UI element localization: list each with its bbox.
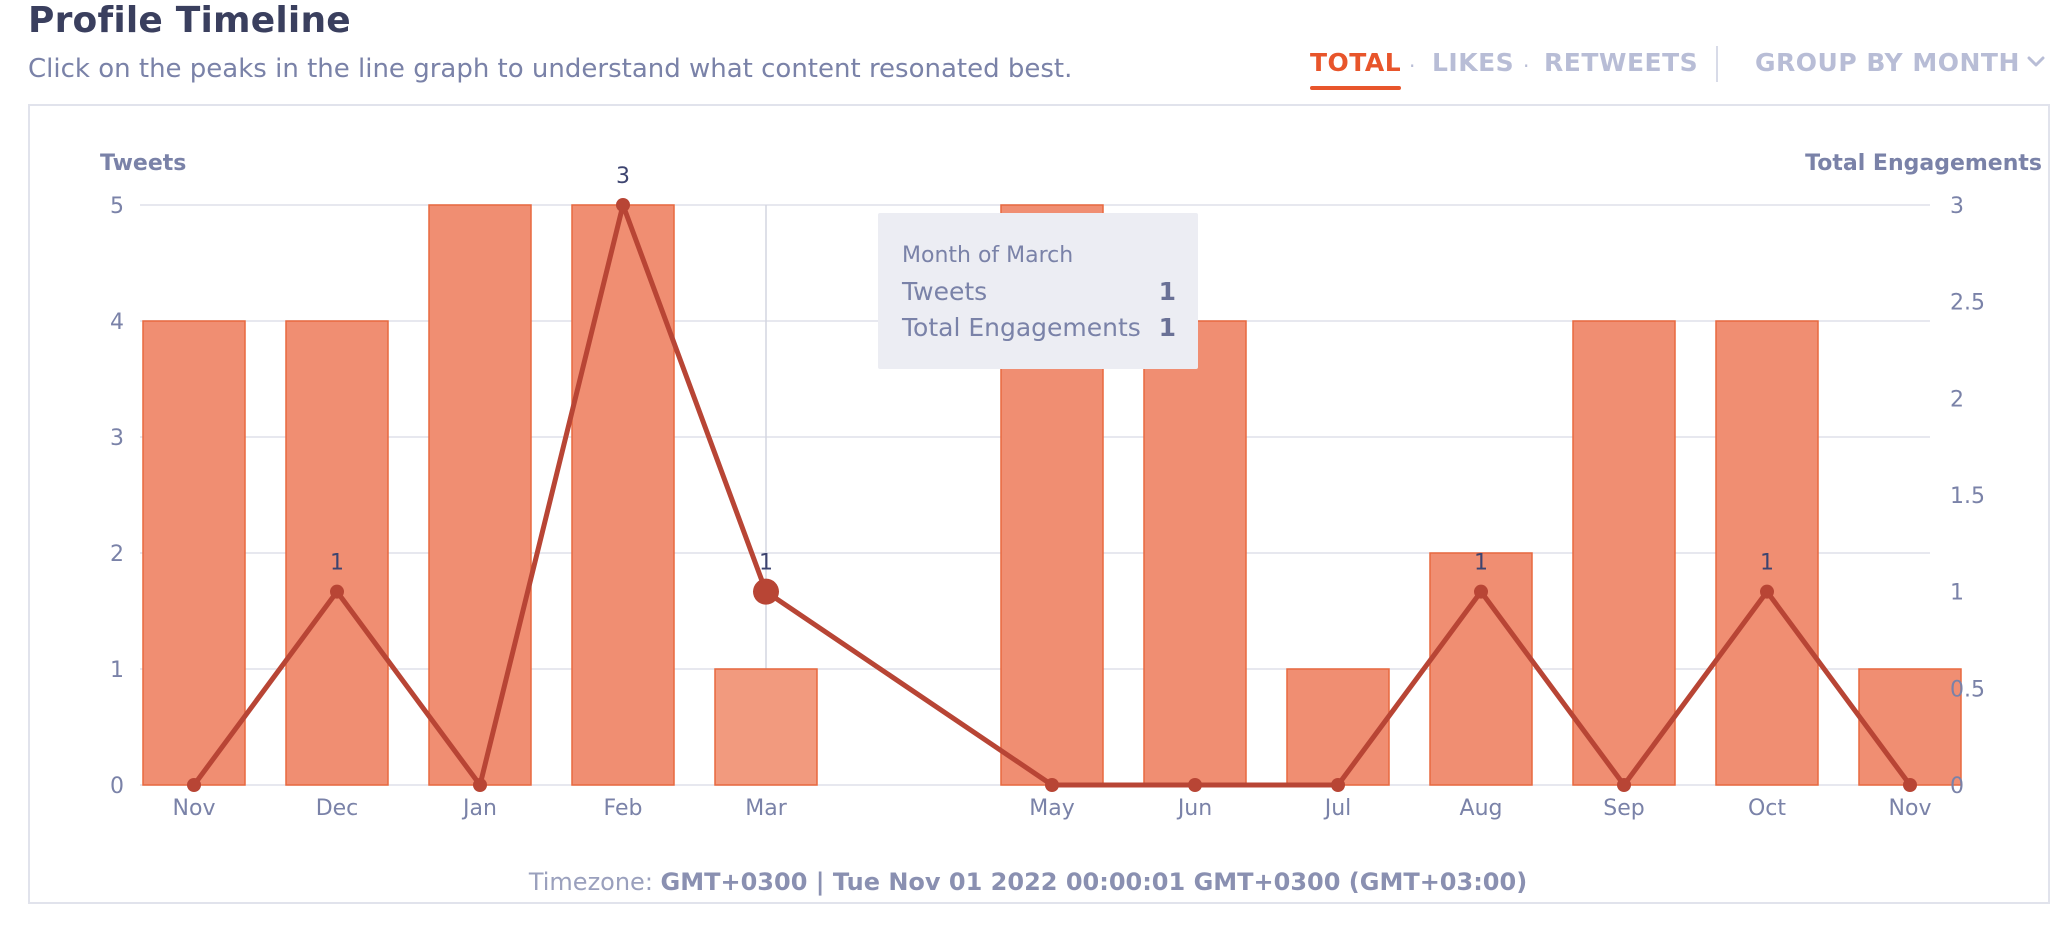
toolbar-divider xyxy=(1716,46,1718,82)
engagement-point xyxy=(1903,778,1917,792)
tab-total-label: TOTAL xyxy=(1310,48,1402,77)
y-right-tick-label: 3 xyxy=(1950,194,1964,219)
chart-container xyxy=(28,104,2050,904)
metric-toolbar: TOTAL · LIKES · RETWEETS GROUP BY MONTH xyxy=(1300,46,2056,90)
engagement-point xyxy=(1331,778,1345,792)
engagement-point xyxy=(330,584,344,599)
group-by-dropdown[interactable]: GROUP BY MONTH xyxy=(1755,48,2020,77)
x-tick-label: Jun xyxy=(1176,796,1212,821)
y-left-tick-label: 1 xyxy=(110,658,124,683)
data-label: 1 xyxy=(759,551,773,576)
tooltip-title: Month of March xyxy=(902,243,1074,268)
engagement-series-line xyxy=(191,202,1913,788)
data-label: 1 xyxy=(330,551,344,576)
tooltip-label: Tweets xyxy=(902,277,988,306)
engagement-point xyxy=(1760,584,1774,599)
x-tick-label: Nov xyxy=(1889,796,1932,821)
y-left-tick-label: 0 xyxy=(110,774,124,799)
page-title: Profile Timeline xyxy=(28,0,351,41)
tab-separator: · xyxy=(1409,54,1416,78)
y-right-tick-label: 1 xyxy=(1950,581,1964,606)
tweet-bar xyxy=(714,668,818,786)
data-label: 1 xyxy=(1474,551,1488,576)
tweet-bar xyxy=(428,204,532,786)
tooltip-row-engagements: Total Engagements 1 xyxy=(902,313,1176,342)
tooltip-row-tweets: Tweets 1 xyxy=(902,277,1176,306)
timezone-footer: Timezone: GMT+0300 | Tue Nov 01 2022 00:… xyxy=(0,868,2056,896)
tab-likes-label: LIKES xyxy=(1432,48,1515,77)
engagement-point xyxy=(187,778,201,792)
y-left-tick-label: 5 xyxy=(110,194,124,219)
timezone-value: GMT+0300 | Tue Nov 01 2022 00:00:01 GMT+… xyxy=(660,868,1528,896)
y-left-tick-label: 4 xyxy=(110,310,124,335)
y-left-tick-label: 3 xyxy=(110,426,124,451)
x-tick-label: Jul xyxy=(1323,796,1352,821)
x-tick-label: Feb xyxy=(604,796,643,821)
engagement-point xyxy=(473,778,487,792)
page-subtitle: Click on the peaks in the line graph to … xyxy=(28,54,1073,84)
tweet-bar xyxy=(1143,320,1247,786)
y-left-tick-label: 2 xyxy=(110,542,124,567)
y-axis-left-label: Tweets xyxy=(100,151,186,176)
tweet-bar xyxy=(571,204,675,786)
timezone-label: Timezone: xyxy=(528,868,653,896)
x-tick-label: Oct xyxy=(1748,796,1786,821)
tab-retweets-label: RETWEETS xyxy=(1544,48,1699,77)
engagement-point xyxy=(1617,778,1631,792)
engagement-point xyxy=(1045,778,1059,792)
chevron-down-icon[interactable] xyxy=(2024,50,2048,74)
x-tick-label: Jan xyxy=(461,796,497,821)
x-tick-label: Mar xyxy=(745,796,787,821)
tweet-bar xyxy=(1858,668,1962,786)
tab-retweets[interactable]: RETWEETS xyxy=(1544,48,1698,77)
x-tick-label: Aug xyxy=(1460,796,1503,821)
tweet-bar xyxy=(142,320,246,786)
x-tick-label: Dec xyxy=(316,796,359,821)
engagement-point xyxy=(1474,584,1488,599)
engagement-line: 1 3 1 1 1 xyxy=(187,164,1917,792)
data-label: 1 xyxy=(1760,551,1774,576)
x-tick-label: May xyxy=(1029,796,1074,821)
tooltip-label: Total Engagements xyxy=(902,313,1141,342)
engagement-point xyxy=(753,578,779,605)
y-axis-right-label: Total Engagements xyxy=(1805,151,2042,176)
y-right-tick-label: 0.5 xyxy=(1950,677,1985,702)
tooltip-value: 1 xyxy=(1158,277,1176,306)
x-tick-label: Sep xyxy=(1603,796,1644,821)
axes: 0 1 2 3 4 5 0 0.5 1 1.5 2 2.5 3 Nov Dec Jan Feb Mar May Jun… xyxy=(110,194,1985,821)
tweet-bar xyxy=(1715,320,1819,786)
tweet-bar xyxy=(285,320,389,786)
data-label: 3 xyxy=(616,164,630,189)
group-by-label: GROUP BY MONTH xyxy=(1755,48,2020,77)
engagement-point xyxy=(1188,778,1202,792)
tooltip-value: 1 xyxy=(1158,313,1176,342)
engagement-point xyxy=(616,198,630,212)
x-tick-label: Nov xyxy=(173,796,216,821)
y-right-tick-label: 0 xyxy=(1950,774,1964,799)
y-right-tick-label: 2 xyxy=(1950,387,1964,412)
tweet-bar xyxy=(1572,320,1676,786)
y-right-tick-label: 1.5 xyxy=(1950,484,1985,509)
tab-total[interactable]: TOTAL xyxy=(1310,48,1402,90)
tab-likes[interactable]: LIKES xyxy=(1432,48,1514,77)
y-right-tick-label: 2.5 xyxy=(1950,291,1985,316)
tweet-bar xyxy=(1286,668,1390,786)
chart-tooltip: Month of March Tweets 1 Total Engagement… xyxy=(878,213,1198,369)
tab-separator: · xyxy=(1523,54,1530,78)
active-tab-underline xyxy=(1310,86,1402,90)
